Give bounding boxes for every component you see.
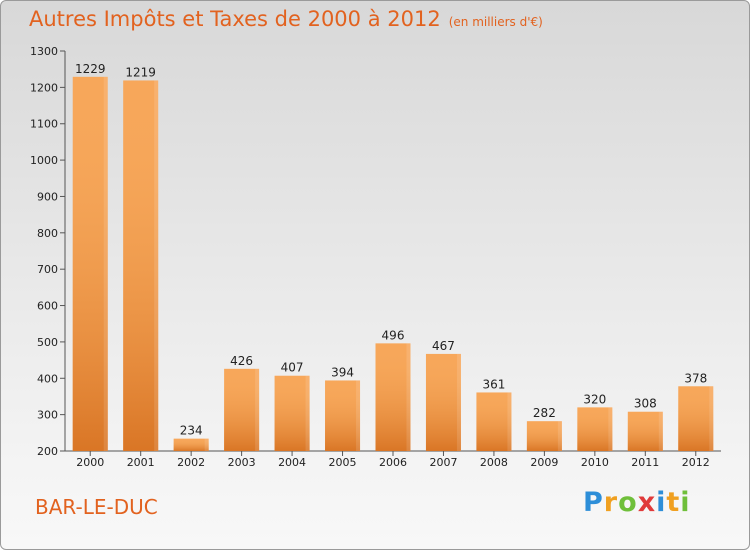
data-label: 308 bbox=[634, 397, 657, 411]
data-label: 496 bbox=[382, 328, 405, 342]
x-tick-label: 2008 bbox=[480, 456, 508, 469]
bar-shade bbox=[577, 407, 613, 451]
bar-shade bbox=[627, 411, 663, 451]
y-tick-label: 1000 bbox=[30, 154, 58, 167]
y-tick-label: 500 bbox=[37, 336, 58, 349]
x-tick-label: 2000 bbox=[76, 456, 104, 469]
bar-highlight bbox=[305, 375, 310, 451]
logo-letter: P bbox=[583, 487, 604, 518]
x-tick-label: 2005 bbox=[329, 456, 357, 469]
bar-highlight bbox=[709, 386, 714, 451]
logo-letter: i bbox=[680, 487, 691, 518]
data-label: 426 bbox=[230, 354, 253, 368]
logo-letter: i bbox=[656, 487, 667, 518]
bar-shade bbox=[678, 386, 714, 451]
logo-letter: r bbox=[603, 487, 619, 518]
x-tick-label: 2009 bbox=[530, 456, 558, 469]
x-tick-label: 2002 bbox=[177, 456, 205, 469]
x-tick-label: 2007 bbox=[429, 456, 457, 469]
bar-highlight bbox=[658, 411, 663, 451]
x-tick-label: 2012 bbox=[682, 456, 710, 469]
y-tick-label: 300 bbox=[37, 409, 58, 422]
y-tick-label: 400 bbox=[37, 372, 58, 385]
data-label: 394 bbox=[331, 365, 354, 379]
city-name: BAR-LE-DUC bbox=[35, 495, 158, 519]
bar-shade bbox=[123, 80, 159, 452]
bar-highlight bbox=[154, 80, 159, 452]
bar-highlight bbox=[406, 343, 411, 451]
bar-highlight bbox=[255, 368, 260, 451]
x-tick-label: 2010 bbox=[581, 456, 609, 469]
data-label: 467 bbox=[432, 339, 455, 353]
bar-shade bbox=[425, 353, 461, 451]
bar-shade bbox=[325, 380, 361, 451]
bar-shade bbox=[375, 343, 411, 451]
bar-highlight bbox=[608, 407, 613, 451]
data-label: 361 bbox=[482, 377, 505, 391]
data-label: 1229 bbox=[75, 62, 106, 76]
y-axis: 200 300 400 500 600 700 800 900 1000 1100 1200 1300 bbox=[30, 45, 66, 458]
data-label: 407 bbox=[281, 361, 304, 375]
bar-highlight bbox=[507, 392, 512, 451]
bars bbox=[72, 76, 714, 452]
bar-shade bbox=[526, 421, 562, 451]
bar-shade bbox=[173, 438, 209, 451]
bar-shade bbox=[476, 392, 512, 451]
bar-highlight bbox=[456, 353, 461, 451]
y-tick-label: 600 bbox=[37, 300, 58, 313]
logo-letter: t bbox=[666, 487, 681, 518]
data-label: 282 bbox=[533, 406, 556, 420]
x-tick-label: 2004 bbox=[278, 456, 306, 469]
logo-letter: x bbox=[637, 487, 657, 518]
data-label: 320 bbox=[583, 392, 606, 406]
data-label: 378 bbox=[684, 371, 707, 385]
bar-highlight bbox=[557, 421, 562, 451]
bar-highlight bbox=[204, 438, 209, 451]
x-tick-label: 2006 bbox=[379, 456, 407, 469]
proxiti-logo: Proxiti bbox=[583, 487, 691, 518]
y-tick-label: 1200 bbox=[30, 81, 58, 94]
chart-subtitle: (en milliers d'€) bbox=[448, 15, 543, 29]
bar-shade bbox=[274, 375, 310, 451]
y-tick-label: 700 bbox=[37, 263, 58, 276]
bar-shade bbox=[72, 76, 108, 452]
x-tick-label: 2001 bbox=[127, 456, 155, 469]
logo-letter: o bbox=[618, 487, 638, 518]
bar-highlight bbox=[103, 76, 108, 452]
value-labels: 1229 1219 234 426 407 394 496 467 361 282 320 308 37… bbox=[75, 62, 707, 438]
bar-highlight bbox=[356, 380, 361, 451]
y-tick-label: 200 bbox=[37, 445, 58, 458]
y-tick-label: 1100 bbox=[30, 118, 58, 131]
x-axis: 2000 2001 2002 2003 2004 2005 2006 2007 2008 2009… bbox=[65, 450, 721, 469]
y-tick-label: 1300 bbox=[30, 45, 58, 58]
x-tick-label: 2003 bbox=[228, 456, 256, 469]
chart-title-main: Autres Impôts et Taxes de 2000 à 2012 bbox=[29, 7, 441, 31]
y-tick-label: 900 bbox=[37, 190, 58, 203]
bar-shade bbox=[224, 368, 260, 451]
data-label: 234 bbox=[180, 424, 203, 438]
chart-title: Autres Impôts et Taxes de 2000 à 2012 (en… bbox=[29, 7, 543, 31]
x-tick-label: 2011 bbox=[631, 456, 659, 469]
y-tick-label: 800 bbox=[37, 227, 58, 240]
data-label: 1219 bbox=[125, 65, 156, 79]
